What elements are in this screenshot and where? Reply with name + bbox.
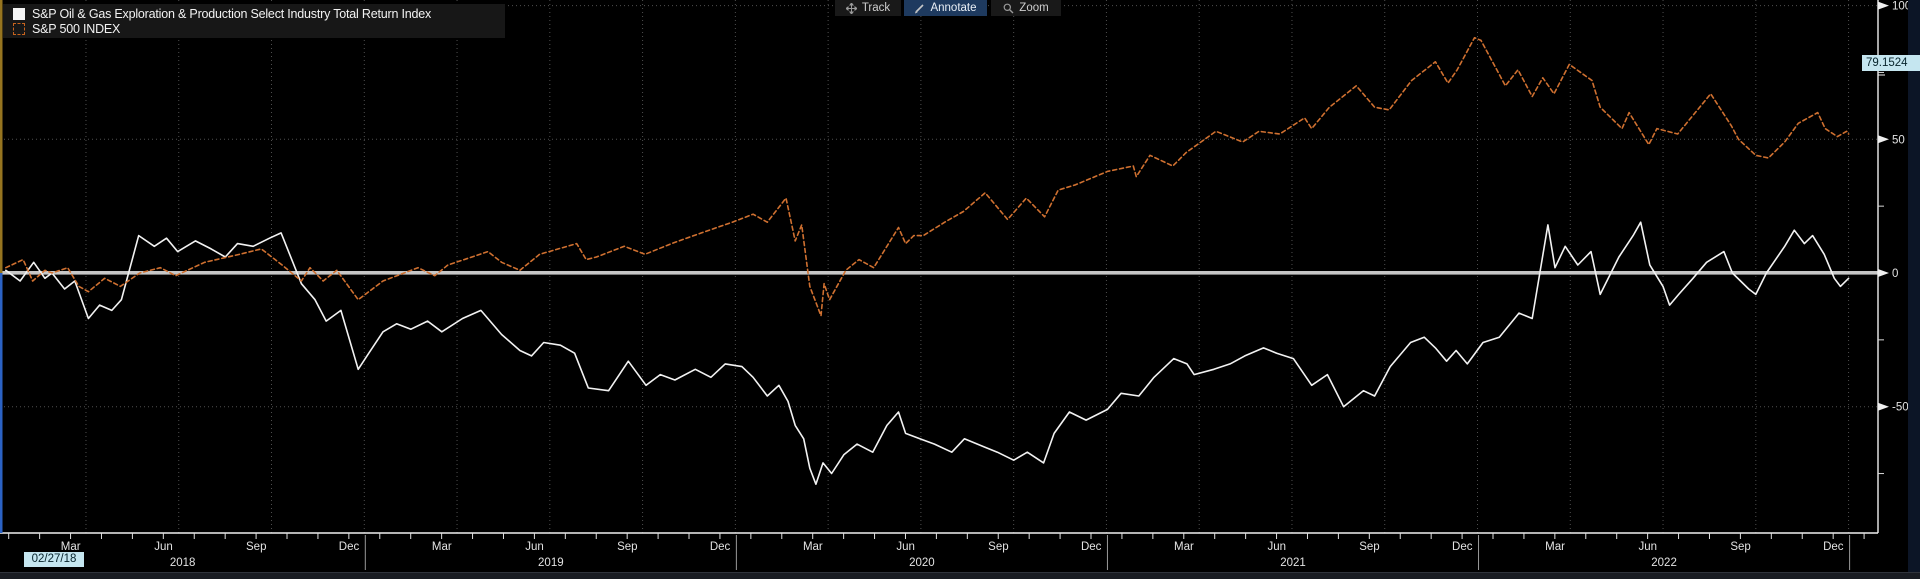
x-axis-month-label: Sep [246, 541, 266, 553]
y-axis-tick-label: -50 [1892, 402, 1909, 414]
x-axis-month-label: Sep [988, 541, 1008, 553]
x-axis-month-label: Dec [1081, 541, 1102, 553]
annotate-button[interactable]: Annotate [904, 0, 987, 16]
track-button[interactable]: Track [835, 0, 901, 16]
x-axis-month-label: Mar [61, 541, 81, 553]
y-axis-tick-label: 0 [1892, 268, 1898, 280]
right-margin-strip [1908, 0, 1920, 579]
left-edge-marker-top [0, 0, 3, 273]
x-axis-month-label: Jun [154, 541, 173, 553]
x-axis-year-label: 2020 [909, 557, 935, 569]
x-axis-month-label: Jun [1639, 541, 1658, 553]
chart-legend: S&P Oil & Gas Exploration & Production S… [3, 4, 505, 38]
x-axis-month-label: Mar [432, 541, 452, 553]
zoom-button[interactable]: Zoom [991, 0, 1061, 16]
x-axis-year-label: 2018 [170, 557, 196, 569]
x-axis-month-label: Dec [339, 541, 360, 553]
annotate-button-label: Annotate [930, 2, 977, 14]
legend-label: S&P 500 INDEX [32, 21, 121, 36]
crosshair-icon [845, 2, 857, 14]
x-axis-month-label: Jun [896, 541, 915, 553]
zero-baseline-line[interactable] [0, 271, 1878, 275]
legend-item-oil-gas-index[interactable]: S&P Oil & Gas Exploration & Production S… [13, 6, 505, 21]
left-edge-marker-bottom [0, 273, 3, 533]
x-axis-year-label: 2019 [538, 557, 564, 569]
x-axis-month-label: Sep [1730, 541, 1750, 553]
x-axis-month-label: Sep [1359, 541, 1379, 553]
track-button-label: Track [861, 2, 891, 14]
y-tick-arrow-icon [1878, 1, 1889, 10]
x-axis-year-label: 2022 [1651, 557, 1677, 569]
x-axis-month-label: Dec [710, 541, 731, 553]
y-tick-arrow-icon [1878, 269, 1889, 277]
y-tick-arrow-icon [1878, 402, 1889, 411]
oil-gas-series-swatch-icon [13, 7, 25, 20]
x-axis-month-label: Jun [1267, 541, 1286, 553]
sp500-series-swatch-icon [13, 22, 25, 35]
x-axis-month-label: Mar [1174, 541, 1194, 553]
legend-label: S&P Oil & Gas Exploration & Production S… [32, 6, 432, 21]
y-axis-tick-label: 100 [1892, 1, 1911, 13]
x-axis-month-label: Mar [803, 541, 823, 553]
bottom-panel-strip [0, 572, 1920, 579]
start-date-tag[interactable]: 02/27/18 [24, 552, 84, 567]
x-axis-year-label: 2021 [1280, 557, 1306, 569]
y-tick-arrow-icon [1878, 135, 1889, 144]
axis-value-tag[interactable]: 79.1524 [1862, 55, 1920, 71]
x-axis-month-label: Dec [1823, 541, 1844, 553]
pencil-icon [915, 3, 925, 13]
x-axis-month-label: Sep [617, 541, 637, 553]
x-axis-month-label: Jun [525, 541, 544, 553]
y-axis-tick-label: 50 [1892, 134, 1905, 146]
series-line-oil-gas [5, 221, 1850, 486]
x-axis-month-label: Mar [1545, 541, 1565, 553]
x-axis-month-label: Dec [1452, 541, 1473, 553]
legend-item-sp500-index[interactable]: S&P 500 INDEX [13, 21, 505, 36]
magnifier-icon [1003, 3, 1014, 13]
series-line-sp500 [5, 36, 1850, 317]
zoom-button-label: Zoom [1019, 2, 1049, 14]
